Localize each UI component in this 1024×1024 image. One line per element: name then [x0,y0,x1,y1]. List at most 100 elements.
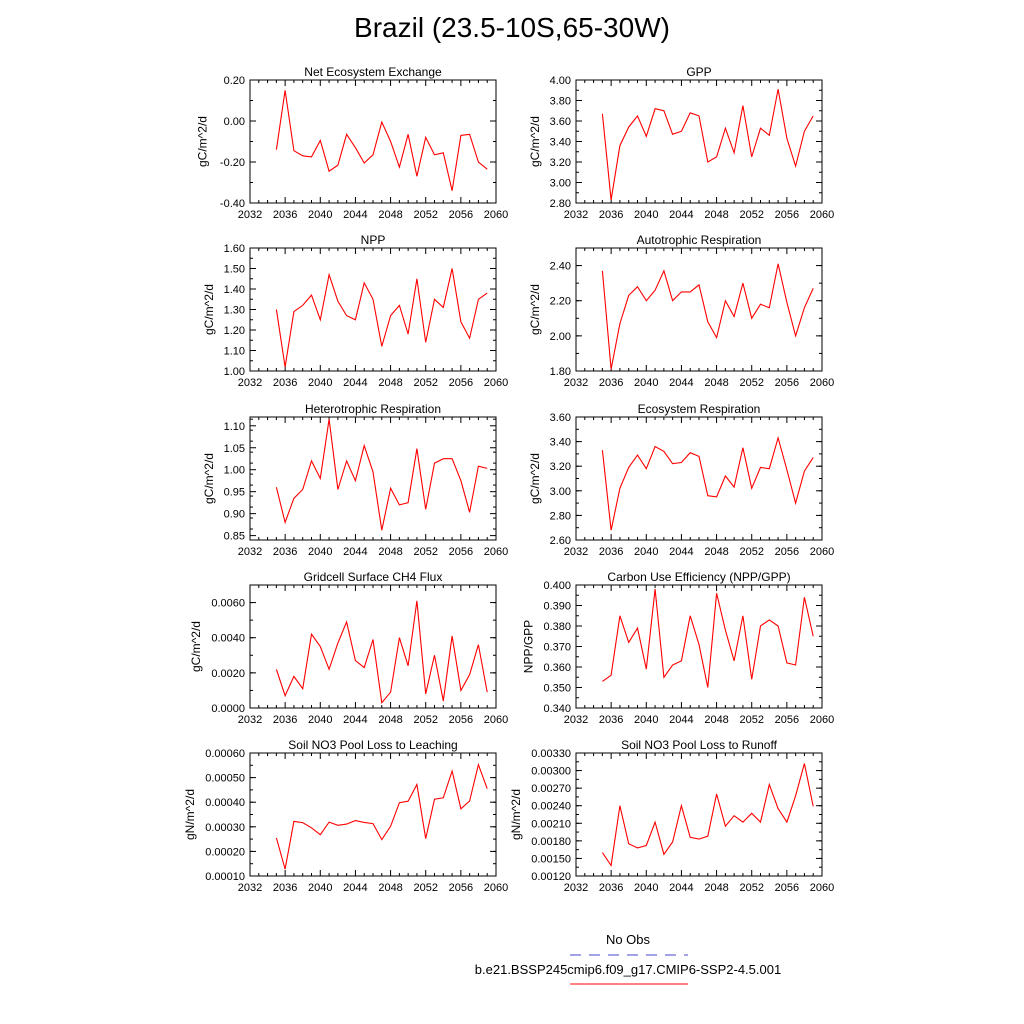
x-tick-label: 2044 [669,546,693,558]
series-line [601,263,814,370]
panel-3: NPP 2032 2036 2040 2044 2048 2052 2056 2060 1.00 1… [202,233,508,389]
x-tick-label: 2036 [599,209,623,221]
y-tick-label: 1.00 [224,366,245,378]
x-tick-label: 2032 [564,377,588,389]
series-line [275,268,488,367]
y-tick-label: 0.00150 [531,853,571,865]
plot-frame [575,752,823,877]
y-tick-label: 0.00270 [531,783,571,795]
x-tick-label: 2040 [634,714,658,726]
y-tick-label: 0.0020 [211,668,245,680]
x-tick-label: 2044 [343,209,367,221]
x-tick-label: 2040 [308,209,332,221]
x-tick-label: 2036 [599,546,623,558]
y-tick-label: 0.00020 [205,846,245,858]
plot-frame [575,247,823,372]
x-tick-label: 2056 [775,209,799,221]
y-tick-label: 3.00 [550,486,571,498]
x-tick-label: 2032 [564,546,588,558]
x-tick-label: 2060 [484,546,508,558]
x-tick-label: 2032 [564,714,588,726]
x-tick-label: 2048 [704,882,728,894]
y-tick-label: 0.00330 [531,748,571,760]
x-tick-label: 2048 [378,209,402,221]
y-tick-label: 0.00050 [205,773,245,785]
y-axis-label: gC/m^2/d [528,116,542,167]
y-tick-label: 3.60 [550,116,571,128]
panel-title: Carbon Use Efficiency (NPP/GPP) [607,570,790,584]
x-tick-label: 2044 [343,714,367,726]
series-line [275,600,488,705]
y-axis-label: NPP/GPP [522,620,536,673]
x-tick-label: 2056 [449,377,473,389]
y-tick-label: 0.0000 [211,703,245,715]
x-tick-label: 2048 [704,377,728,389]
y-tick-label: 0.390 [543,601,571,613]
x-tick-label: 2036 [273,209,297,221]
y-tick-label: 0.20 [224,75,245,87]
x-tick-label: 2040 [634,209,658,221]
x-tick-label: 2036 [273,714,297,726]
x-tick-label: 2032 [238,546,262,558]
x-tick-label: 2048 [704,714,728,726]
y-axis-label: gC/m^2/d [196,116,210,167]
y-axis-label: gC/m^2/d [528,453,542,504]
y-tick-label: -0.40 [220,198,245,210]
x-tick-label: 2056 [449,546,473,558]
x-tick-label: 2032 [238,209,262,221]
x-tick-label: 2036 [273,377,297,389]
y-tick-label: 1.40 [224,284,245,296]
series-line [601,89,814,200]
y-tick-label: 0.00180 [531,836,571,848]
y-tick-label: 0.340 [543,703,571,715]
y-tick-label: 0.00040 [205,797,245,809]
y-tick-label: 4.00 [550,75,571,87]
y-tick-label: 2.20 [550,296,571,308]
x-tick-label: 2060 [810,209,834,221]
x-tick-label: 2060 [810,546,834,558]
y-axis-label: gC/m^2/d [189,621,203,672]
y-axis-label: gC/m^2/d [202,453,216,504]
y-tick-label: 0.400 [543,580,571,592]
x-tick-label: 2048 [704,209,728,221]
panel-title: Net Ecosystem Exchange [304,65,442,79]
x-tick-label: 2048 [378,546,402,558]
x-tick-label: 2036 [599,377,623,389]
x-tick-label: 2052 [739,714,763,726]
plot-frame [575,79,823,204]
legend-obs-label: No Obs [605,932,651,947]
y-tick-label: 3.40 [550,437,571,449]
x-tick-label: 2044 [669,209,693,221]
y-tick-label: 2.80 [550,510,571,522]
x-tick-label: 2052 [739,882,763,894]
x-tick-label: 2032 [238,377,262,389]
x-tick-label: 2060 [810,377,834,389]
panel-10: Soil NO3 Pool Loss to Runoff 2032 2036 2040… [509,738,834,894]
x-tick-label: 2040 [308,714,332,726]
x-tick-label: 2044 [343,546,367,558]
y-tick-label: 2.40 [550,261,571,273]
x-tick-label: 2044 [343,377,367,389]
y-tick-label: 2.80 [550,198,571,210]
panel-7: Gridcell Surface CH4 Flux 2032 2036 2040 204… [189,570,508,726]
series-line [602,589,814,688]
x-tick-label: 2036 [599,714,623,726]
y-tick-label: 0.370 [543,642,571,654]
x-tick-label: 2060 [484,377,508,389]
y-tick-label: 0.95 [224,487,245,499]
x-tick-label: 2044 [669,377,693,389]
x-tick-label: 2044 [343,882,367,894]
legend-model-label: b.e21.BSSP245cmip6.f09_g17.CMIP6-SSP2-4.… [474,962,782,977]
plot-frame [249,79,497,204]
x-tick-label: 2040 [308,882,332,894]
x-tick-label: 2044 [669,714,693,726]
panel-title: Autotrophic Respiration [637,233,762,247]
y-tick-label: 1.10 [224,346,245,358]
x-tick-label: 2032 [238,882,262,894]
y-tick-label: 0.00300 [531,766,571,778]
y-tick-label: 0.00120 [531,871,571,883]
x-tick-label: 2060 [810,882,834,894]
y-tick-label: 1.30 [224,305,245,317]
y-tick-label: 0.0040 [211,633,245,645]
series-line [275,90,488,191]
